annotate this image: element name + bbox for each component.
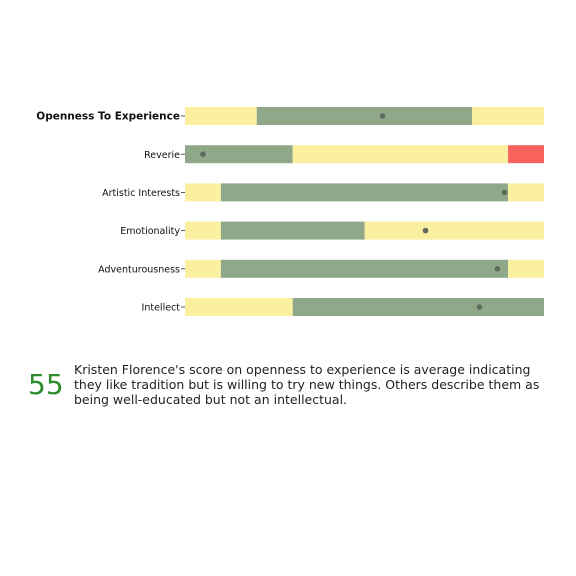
trait-row: Intellect [142, 298, 544, 316]
tick-label: Intellect [142, 303, 181, 314]
tick-label: Adventurousness [98, 264, 180, 275]
bar-segment-mid [220, 183, 509, 202]
bar-segment-low [292, 145, 509, 164]
trait-row: Artistic Interests [102, 183, 544, 202]
tick-label: Emotionality [120, 226, 180, 237]
bar-segment-low [472, 107, 544, 125]
bar-segment-low [508, 259, 544, 278]
trait-row: Adventurousness [98, 259, 544, 278]
bar-segment-low [185, 221, 221, 240]
trait-row: Reverie [144, 145, 544, 164]
trait-row: Emotionality [120, 221, 544, 240]
score-marker [422, 227, 429, 234]
bar-segment-low [185, 298, 293, 316]
score-marker [200, 151, 206, 157]
score-description: Kristen Florence's score on openness to … [74, 362, 540, 407]
trait-row: Openness To Experience [36, 107, 544, 125]
bar-segment-mid [220, 221, 365, 240]
score-marker [379, 113, 386, 119]
bar-segment-mid [185, 145, 293, 164]
bar-segment-low [364, 221, 544, 240]
summary-block: 55 Kristen Florence's score on openness … [28, 362, 548, 407]
score-marker [501, 189, 508, 196]
bar-segment-low [185, 183, 221, 202]
bar-segment-low [508, 183, 544, 202]
tick-label: Openness To Experience [36, 111, 180, 123]
score-marker [476, 304, 483, 310]
score-value: 55 [28, 368, 64, 401]
tick-label: Reverie [144, 150, 180, 161]
bar-segment-low [185, 259, 221, 278]
trait-chart: Openness To Experience Reverie Artistic In… [36, 107, 544, 316]
bar-segment-high [508, 145, 544, 164]
bar-segment-low [185, 107, 257, 125]
tick-label: Artistic Interests [102, 188, 180, 199]
bar-segment-mid [220, 259, 509, 278]
bar-segment-mid [256, 107, 473, 125]
score-marker [494, 266, 501, 272]
bar-segment-mid [292, 298, 544, 316]
